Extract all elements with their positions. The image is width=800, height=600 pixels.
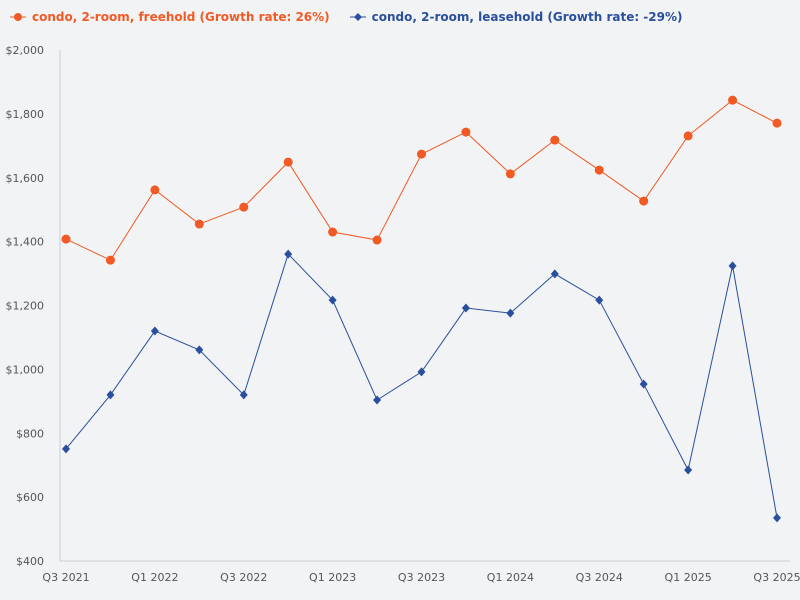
x-tick-label: Q3 2023 (398, 571, 445, 584)
data-point (283, 157, 293, 167)
legend-item-freehold[interactable]: condo, 2-room, freehold (Growth rate: 26… (10, 10, 330, 24)
x-tick-label: Q1 2022 (131, 571, 178, 584)
data-point (372, 235, 382, 245)
data-point (373, 395, 382, 405)
y-tick-label: $1,800 (6, 108, 45, 121)
data-point (461, 127, 471, 137)
data-point (150, 326, 159, 336)
legend-label: condo, 2-room, freehold (Growth rate: 26… (32, 10, 330, 24)
series-line-1 (65, 253, 778, 518)
y-tick-label: $1,400 (6, 236, 45, 249)
x-tick-label: Q3 2024 (576, 571, 623, 584)
data-point (550, 135, 560, 145)
y-tick-label: $1,600 (6, 172, 45, 185)
data-point (106, 390, 115, 400)
y-tick-label: $600 (16, 491, 44, 504)
legend-item-leasehold[interactable]: condo, 2-room, leasehold (Growth rate: -… (349, 10, 683, 24)
legend-label: condo, 2-room, leasehold (Growth rate: -… (371, 10, 683, 24)
data-point (328, 295, 337, 305)
x-tick-label: Q3 2025 (753, 571, 800, 584)
data-point (683, 131, 693, 141)
data-point (684, 465, 693, 475)
data-point (284, 249, 293, 259)
x-tick-label: Q3 2021 (42, 571, 89, 584)
x-tick-label: Q1 2024 (487, 571, 534, 584)
data-point (728, 261, 737, 271)
data-point (595, 295, 604, 305)
data-point (505, 169, 515, 179)
data-point (550, 269, 559, 279)
data-point (506, 308, 515, 318)
data-point (461, 303, 470, 313)
data-point (728, 95, 738, 105)
data-point (417, 149, 426, 159)
circle-marker-icon (10, 13, 26, 21)
y-tick-label: $2,000 (6, 44, 45, 57)
x-tick-label: Q1 2025 (665, 571, 712, 584)
legend: condo, 2-room, freehold (Growth rate: 26… (10, 10, 683, 24)
y-tick-label: $1,200 (6, 300, 45, 313)
data-point (62, 444, 70, 454)
y-tick-label: $800 (16, 427, 44, 440)
data-point (150, 185, 160, 195)
data-point (61, 234, 71, 244)
data-point (195, 345, 204, 355)
data-point (239, 390, 248, 400)
data-point (639, 196, 649, 206)
data-point (639, 379, 648, 389)
data-point (417, 367, 426, 377)
x-tick-label: Q1 2023 (309, 571, 356, 584)
x-tick-label: Q3 2022 (220, 571, 267, 584)
data-point (328, 227, 338, 237)
data-point (194, 219, 204, 229)
data-point (594, 165, 604, 175)
data-point (239, 202, 249, 212)
diamond-marker-icon (349, 13, 366, 21)
data-point (773, 513, 781, 523)
series-line-0 (65, 99, 778, 261)
data-point (105, 255, 115, 265)
y-tick-label: $1,000 (6, 363, 45, 376)
y-tick-label: $400 (16, 555, 44, 568)
data-point (772, 118, 782, 128)
